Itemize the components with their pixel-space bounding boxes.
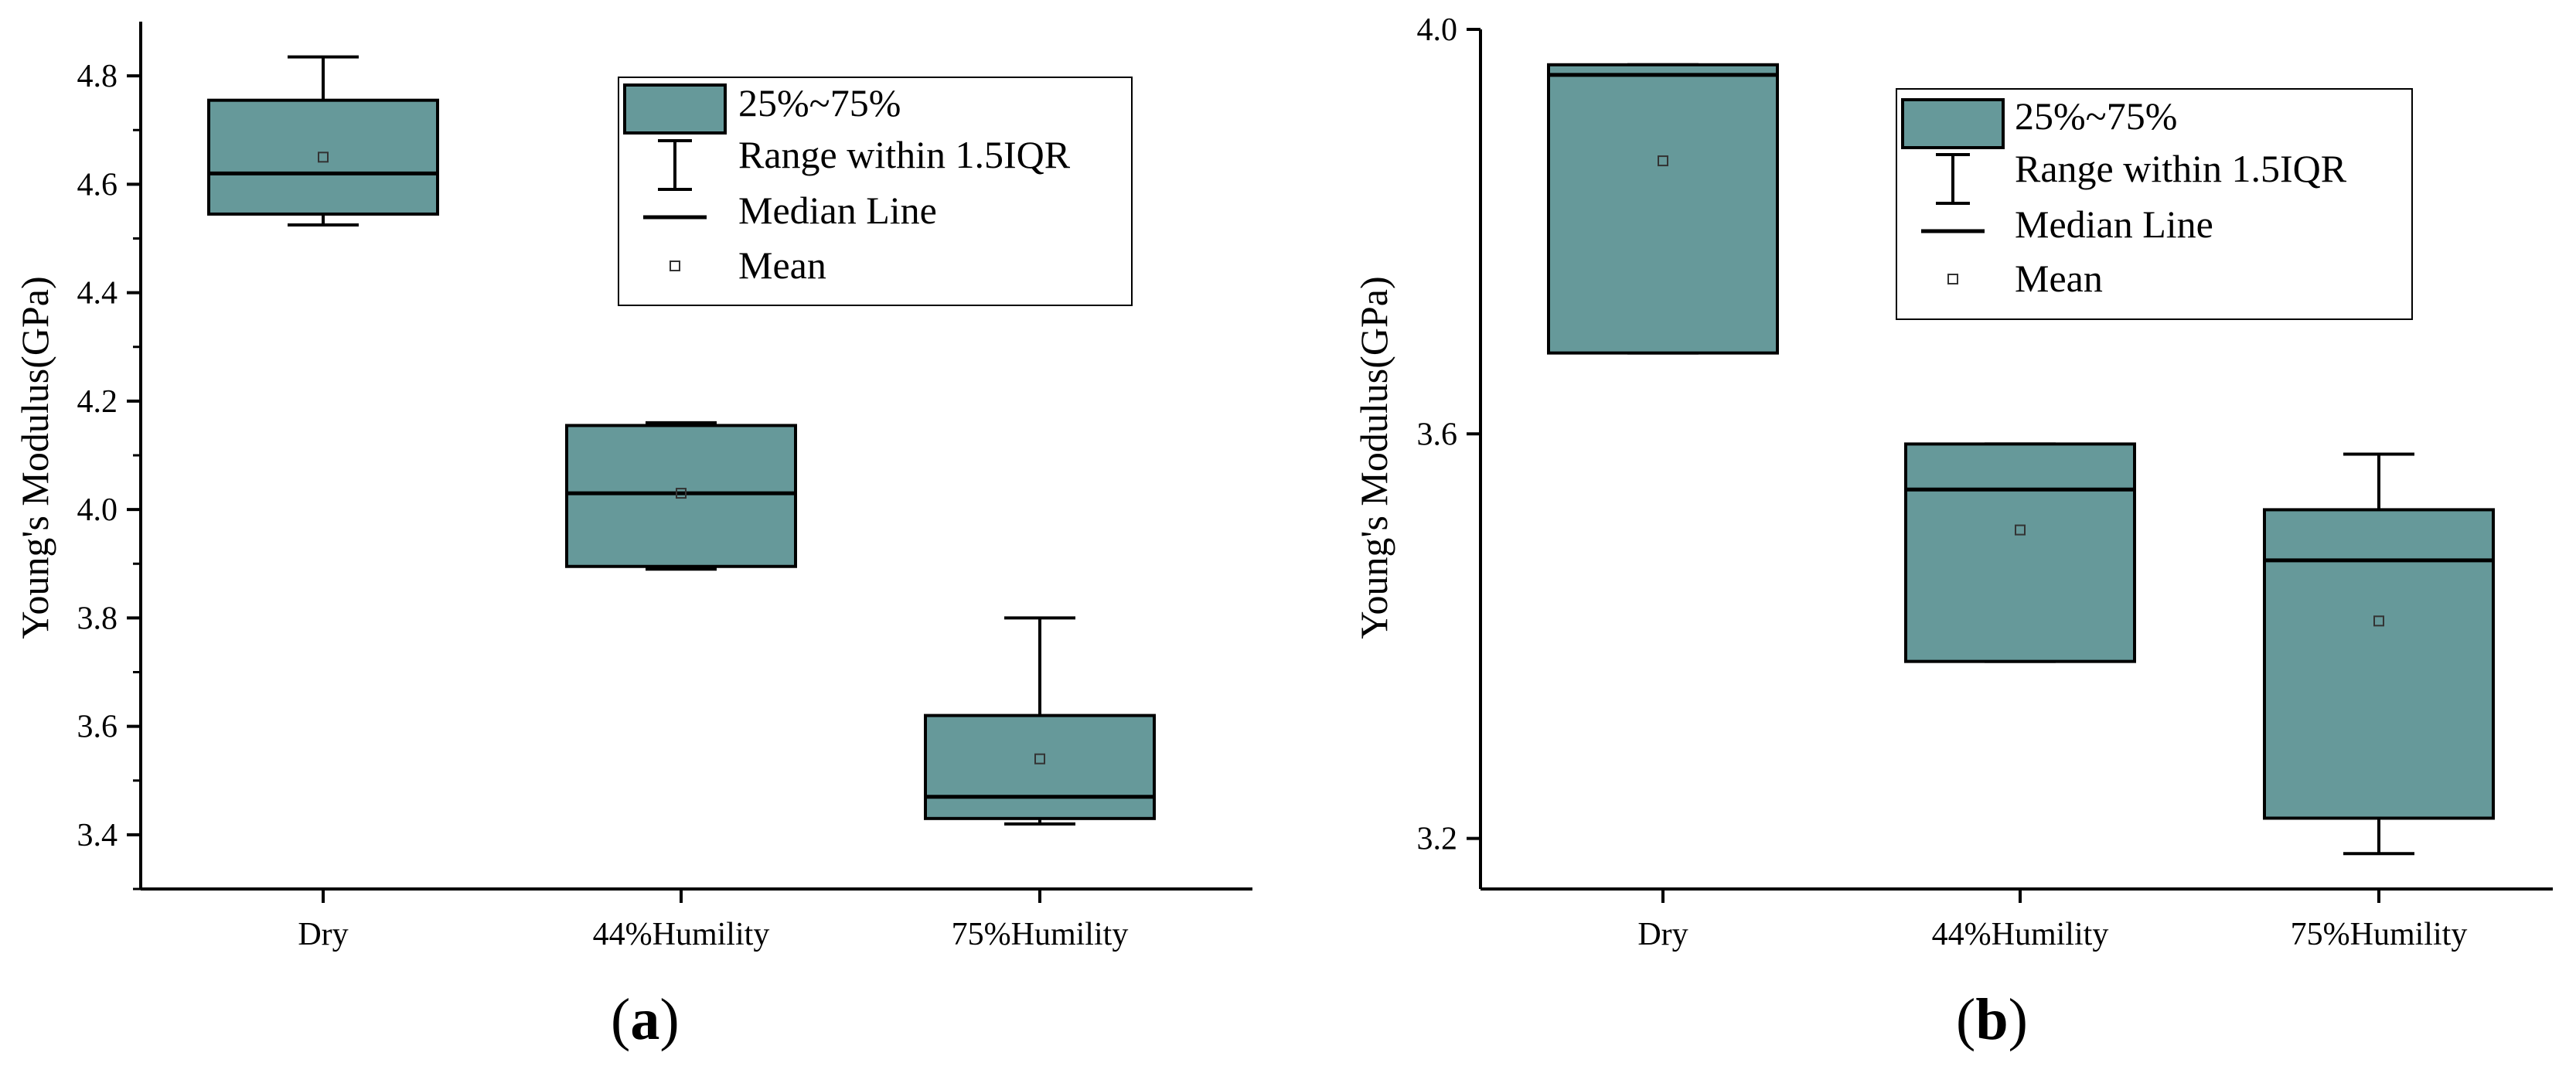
y-tick-label: 4.0 — [77, 492, 118, 528]
legend-swatch-box — [623, 83, 727, 135]
y-tick-label: 4.6 — [77, 167, 118, 203]
box-2 — [1904, 442, 2136, 663]
y-tick-label: 3.6 — [77, 710, 118, 745]
y-tick-label: 4.4 — [77, 276, 118, 312]
mean-marker — [1658, 155, 1668, 167]
box-2 — [565, 421, 797, 571]
y-axis-label: Young's Modulus(GPa) — [1352, 276, 1395, 639]
legend-entry-label: 25%~75% — [738, 81, 901, 124]
y-tick-label: 3.2 — [1417, 822, 1458, 857]
mean-marker — [676, 488, 687, 499]
mean-marker — [2015, 524, 2026, 536]
panel-letter: a — [630, 987, 659, 1052]
y-tick-label: 3.6 — [1417, 417, 1458, 452]
legend-entry-label: Mean — [738, 244, 826, 287]
box-3 — [2263, 452, 2495, 856]
legend-swatch-box — [1901, 98, 2005, 149]
x-tick-label: 44%Humility — [593, 917, 770, 952]
legend-entry-label: 25%~75% — [2015, 94, 2177, 138]
x-tick-label: 75%Humility — [952, 917, 1129, 952]
box-iqr — [1547, 63, 1779, 355]
legend-entry-label: Median Line — [2015, 203, 2213, 246]
legend-swatch-mean — [670, 261, 680, 271]
mean-marker — [2373, 615, 2384, 627]
y-tick-label: 4.8 — [77, 59, 118, 94]
legend: 25%~75% Range within 1.5IQR Median Line Mea… — [618, 77, 1133, 306]
legend-entry-label: Range within 1.5IQR — [738, 133, 1071, 176]
panel-letter: b — [1975, 987, 2008, 1052]
mean-marker — [318, 152, 329, 163]
box-3 — [924, 616, 1156, 826]
panel-label: (b) — [1956, 987, 2028, 1052]
legend-entry-label: Range within 1.5IQR — [2015, 147, 2347, 190]
y-tick-label: 3.8 — [77, 601, 118, 636]
x-tick-label: 44%Humility — [1932, 917, 2109, 952]
box-1 — [207, 55, 439, 226]
box-iqr — [207, 98, 439, 216]
y-tick-label: 4.2 — [77, 384, 118, 420]
box-iqr — [2263, 508, 2495, 820]
x-tick-label: Dry — [1637, 917, 1688, 952]
box-1 — [1547, 63, 1779, 355]
y-axis-label: Young's Modulus(GPa) — [13, 276, 56, 639]
box-iqr — [565, 424, 797, 568]
legend: 25%~75% Range within 1.5IQR Median Line Mea… — [1896, 88, 2413, 320]
box-iqr — [1904, 442, 2136, 663]
box-iqr — [924, 714, 1156, 820]
y-tick-label: 3.4 — [77, 818, 118, 853]
mean-marker — [1034, 753, 1045, 765]
chart-panel-a: 3.4 3.6 3.8 4.0 4.2 4.4 4.6 4.8 Dry 44%Humility 75… — [13, 22, 1252, 1052]
x-tick-label: Dry — [298, 917, 348, 952]
panel-label: (a) — [611, 987, 680, 1052]
legend-entry-label: Mean — [2015, 257, 2103, 300]
x-tick-label: 75%Humility — [2291, 917, 2468, 952]
legend-swatch-mean — [1947, 274, 1958, 284]
legend-entry-label: Median Line — [738, 189, 937, 232]
chart-panel-b: 3.2 3.6 4.0 Dry 44%Humility 75%Humility Young'… — [1352, 12, 2553, 1052]
y-tick-label: 4.0 — [1417, 12, 1458, 48]
